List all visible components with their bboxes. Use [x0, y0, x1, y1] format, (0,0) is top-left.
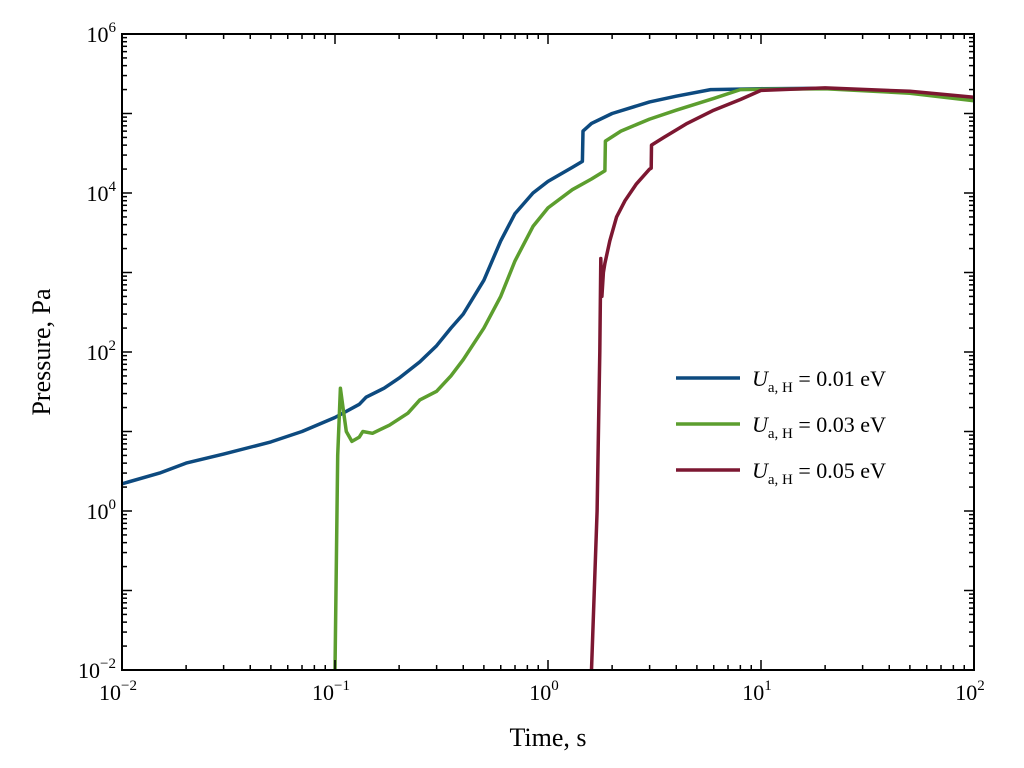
- x-tick-label: 100: [529, 678, 559, 705]
- legend: Ua, H = 0.01 eV Ua, H = 0.03 eV Ua, H = 0.…: [676, 366, 886, 488]
- legend-entry-2: Ua, H = 0.03 eV: [752, 412, 886, 442]
- x-tick-label: 10−1: [312, 678, 350, 705]
- legend-entry-1: Ua, H = 0.01 eV: [752, 366, 886, 396]
- series-line-1: [122, 86, 974, 486]
- series-line-3: [589, 86, 974, 670]
- y-tick-label: 102: [87, 338, 117, 365]
- series-line-2: [333, 86, 974, 670]
- axis-ticks: [121, 34, 974, 671]
- series-lines: [122, 86, 974, 670]
- y-tick-label: 104: [87, 179, 117, 206]
- plot-frame: [121, 33, 975, 671]
- x-tick-label: 101: [742, 678, 772, 705]
- x-axis-label: Time, s: [509, 723, 586, 752]
- x-tick-label: 10−2: [99, 678, 137, 705]
- x-tick-label: 102: [955, 678, 985, 705]
- tick-labels: 10−2 10−1 100 101 102 10−2 100 102 104 106: [78, 20, 985, 705]
- y-tick-label: 100: [87, 497, 117, 524]
- legend-entry-3: Ua, H = 0.05 eV: [752, 458, 886, 488]
- y-tick-label: 10−2: [78, 656, 116, 683]
- y-axis-label: Pressure, Pa: [27, 288, 56, 416]
- y-tick-label: 106: [87, 20, 117, 47]
